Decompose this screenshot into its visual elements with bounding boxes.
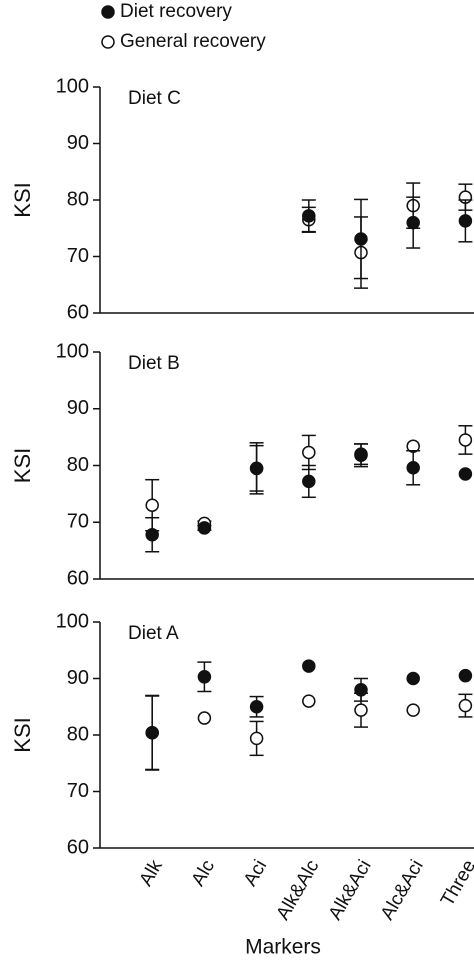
panel-title: Diet B	[128, 353, 180, 374]
y-axis-label: KSI	[10, 717, 35, 752]
point	[458, 467, 473, 481]
point	[197, 670, 212, 684]
point	[302, 209, 316, 223]
y-tick-label: 90	[67, 397, 89, 419]
point	[302, 474, 316, 489]
y-tick-label: 100	[56, 340, 89, 362]
y-tick-label: 60	[67, 836, 89, 858]
y-tick-label: 70	[67, 511, 89, 533]
panel-title: Diet A	[128, 623, 179, 644]
point	[458, 214, 473, 228]
x-tick-label: Alk	[135, 856, 167, 890]
y-axis-label: KSI	[10, 448, 35, 483]
legend-marker	[101, 35, 115, 49]
point	[354, 683, 368, 697]
x-axis-label: Markers	[245, 936, 321, 959]
x-tick-label: Aci	[240, 857, 271, 890]
x-tick-label: Alk&Aci	[325, 857, 376, 924]
point	[354, 703, 368, 717]
y-tick-label: 70	[67, 780, 89, 802]
point	[145, 725, 159, 740]
point	[302, 694, 316, 708]
point	[458, 698, 473, 713]
point	[197, 711, 212, 725]
y-tick-label: 60	[67, 567, 89, 589]
point	[302, 659, 316, 673]
y-tick-label: 100	[56, 75, 89, 97]
y-tick-label: 80	[67, 188, 89, 210]
y-tick-label: 70	[67, 245, 89, 267]
x-tick-label: Alc&Aci	[377, 857, 428, 924]
point	[354, 232, 368, 246]
point	[458, 433, 473, 447]
y-tick-label: 100	[56, 610, 89, 632]
point	[406, 671, 420, 686]
legend-marker	[101, 5, 115, 19]
y-tick-label: 60	[67, 301, 89, 323]
point	[249, 461, 264, 476]
point	[458, 668, 473, 683]
point	[249, 731, 264, 746]
x-tick-label: Three	[437, 857, 474, 910]
y-tick-label: 90	[67, 132, 89, 154]
y-tick-label: 90	[67, 667, 89, 689]
point	[406, 215, 420, 230]
point	[406, 703, 420, 717]
legend-label: General recovery	[120, 31, 266, 52]
point	[354, 448, 368, 463]
point	[302, 445, 316, 460]
point	[249, 700, 264, 714]
y-tick-label: 80	[67, 454, 89, 476]
point	[406, 461, 420, 475]
y-tick-label: 80	[67, 723, 89, 745]
point	[145, 498, 159, 512]
x-tick-label: Alc	[188, 857, 219, 890]
point	[197, 521, 212, 535]
x-tick-label: Alk&Alc	[273, 857, 324, 924]
legend-label: Diet recovery	[120, 1, 232, 22]
point	[145, 527, 159, 542]
y-axis-label: KSI	[10, 182, 35, 217]
panel-title: Diet C	[128, 88, 181, 109]
